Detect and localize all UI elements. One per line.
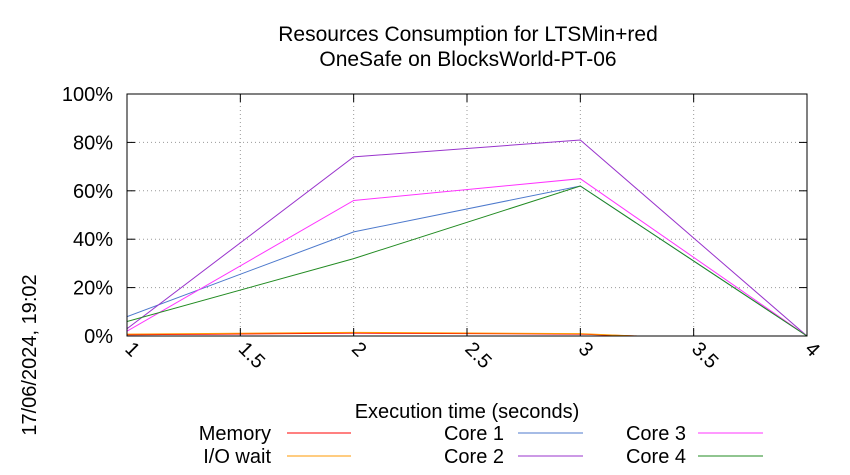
y-tick-label: 40% <box>73 229 113 251</box>
legend-label: Memory <box>199 423 271 445</box>
series-line-core-4 <box>126 185 808 337</box>
y-ticks: 0% 20% 40% 60% 80% 100% <box>62 84 807 348</box>
y-tick-label: 20% <box>73 278 113 300</box>
y-tick-label: 80% <box>73 132 113 154</box>
x-tick-label: 1.5 <box>234 338 269 373</box>
x-tick-label: 1 <box>120 338 143 361</box>
series-line-core-2 <box>126 139 808 337</box>
x-tick-label: 3 <box>574 338 597 361</box>
x-ticks: 1 1.5 2 2.5 3 3.5 4 <box>120 94 824 373</box>
y-tick-label: 60% <box>73 181 113 203</box>
legend-label: Core 2 <box>444 446 504 468</box>
series-line-core-3 <box>126 178 808 337</box>
chart-title-line2: OneSafe on BlocksWorld-PT-06 <box>319 48 616 71</box>
y-tick-label: 100% <box>62 84 113 106</box>
x-tick-label: 2 <box>347 338 370 361</box>
x-tick-label: 4 <box>800 338 823 361</box>
legend-label: Core 4 <box>626 446 686 468</box>
legend-label: Core 3 <box>626 423 686 445</box>
chart-title-line1: Resources Consumption for LTSMin+red <box>278 23 658 46</box>
timestamp-label: 17/06/2024, 19:02 <box>19 274 41 435</box>
series-line-core-1 <box>126 185 808 337</box>
x-axis-label: Execution time (seconds) <box>355 401 580 423</box>
legend-label: Core 1 <box>444 423 504 445</box>
grid <box>127 93 807 336</box>
y-tick-label: 0% <box>84 326 113 348</box>
legend-label: I/O wait <box>203 446 271 468</box>
x-tick-label: 3.5 <box>687 338 722 373</box>
x-tick-label: 2.5 <box>460 338 495 373</box>
